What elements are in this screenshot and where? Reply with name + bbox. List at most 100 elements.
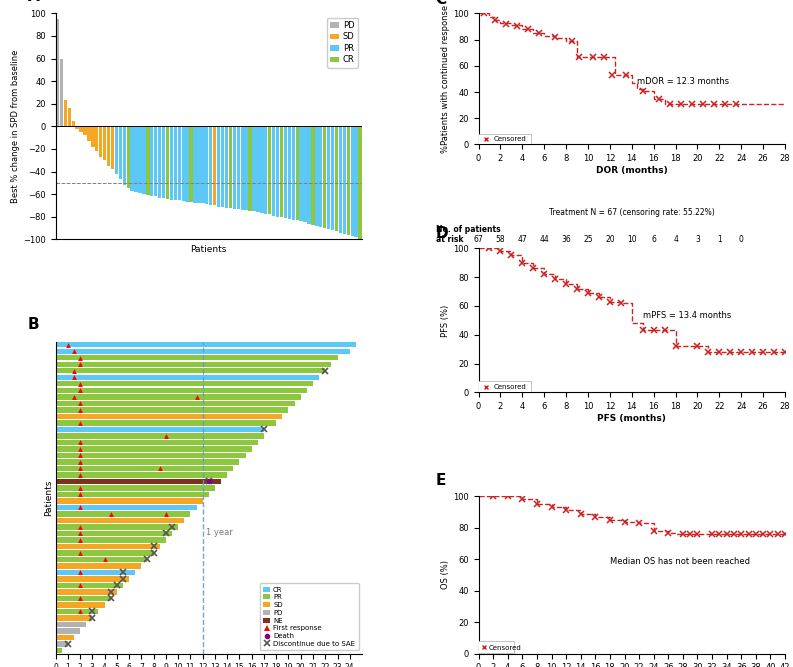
Bar: [224, 126, 228, 207]
Bar: [71, 121, 75, 126]
Bar: [56, 446, 251, 452]
Bar: [56, 511, 190, 516]
Text: 3: 3: [695, 235, 700, 244]
Bar: [56, 641, 67, 646]
Bar: [56, 433, 264, 438]
Bar: [217, 126, 220, 207]
FancyBboxPatch shape: [477, 381, 531, 392]
Text: D: D: [435, 226, 448, 241]
Bar: [264, 126, 267, 215]
Bar: [205, 126, 209, 204]
FancyBboxPatch shape: [477, 133, 531, 144]
Bar: [123, 126, 126, 185]
Text: 6: 6: [651, 235, 656, 244]
Bar: [276, 126, 279, 217]
Text: 44: 44: [539, 235, 549, 244]
Bar: [56, 342, 356, 348]
Text: B: B: [28, 317, 40, 332]
Legend: CR, PR, SD, PD, NE, First response, Death, Discontinue due to SAE: CR, PR, SD, PD, NE, First response, Deat…: [260, 583, 358, 650]
Bar: [240, 126, 244, 210]
Text: 36: 36: [561, 235, 571, 244]
Bar: [308, 126, 311, 223]
Text: 0: 0: [739, 235, 744, 244]
X-axis label: PFS (months): PFS (months): [597, 414, 666, 423]
Bar: [56, 537, 166, 542]
Bar: [284, 126, 287, 218]
Bar: [59, 59, 63, 126]
Bar: [304, 126, 307, 222]
Text: Median OS has not been reached: Median OS has not been reached: [610, 557, 750, 566]
Bar: [358, 126, 362, 239]
Bar: [300, 126, 303, 221]
Text: C: C: [435, 0, 446, 7]
Bar: [56, 596, 111, 601]
Bar: [56, 583, 123, 588]
Text: 25: 25: [583, 235, 593, 244]
Bar: [56, 505, 197, 510]
Bar: [162, 126, 165, 197]
Text: mDOR = 12.3 months: mDOR = 12.3 months: [638, 77, 730, 86]
Bar: [228, 126, 232, 207]
Bar: [56, 648, 62, 653]
Bar: [87, 126, 90, 141]
Bar: [56, 570, 136, 575]
Text: 10: 10: [627, 235, 637, 244]
Text: at risk: at risk: [435, 235, 463, 244]
Bar: [56, 589, 117, 594]
Bar: [83, 126, 86, 135]
Bar: [312, 126, 315, 225]
Bar: [115, 126, 118, 174]
Bar: [56, 466, 233, 471]
Bar: [288, 126, 291, 219]
Y-axis label: OS (%): OS (%): [441, 560, 450, 590]
Bar: [343, 126, 346, 233]
Bar: [131, 126, 134, 191]
Bar: [56, 635, 74, 640]
Bar: [56, 524, 178, 530]
Y-axis label: %Patients with continued response: %Patients with continued response: [441, 5, 450, 153]
Y-axis label: Patients: Patients: [44, 480, 52, 516]
Bar: [232, 126, 236, 209]
Bar: [56, 427, 264, 432]
Text: 67: 67: [473, 235, 484, 244]
Bar: [56, 453, 246, 458]
Bar: [154, 126, 157, 196]
Bar: [56, 485, 215, 490]
Text: 4: 4: [673, 235, 678, 244]
FancyBboxPatch shape: [478, 641, 514, 653]
Bar: [56, 615, 92, 620]
Bar: [280, 126, 283, 217]
Bar: [95, 126, 98, 151]
X-axis label: DOR (months): DOR (months): [596, 166, 668, 175]
Bar: [91, 126, 94, 147]
Bar: [339, 126, 342, 233]
Text: 47: 47: [518, 235, 527, 244]
Bar: [272, 126, 275, 215]
Bar: [75, 126, 79, 129]
Text: E: E: [435, 474, 446, 488]
Bar: [111, 126, 114, 169]
Bar: [268, 126, 271, 215]
Bar: [56, 602, 105, 608]
Bar: [209, 126, 213, 205]
Bar: [56, 544, 159, 549]
Bar: [56, 550, 154, 556]
Bar: [347, 126, 350, 235]
Bar: [331, 126, 334, 230]
Bar: [56, 368, 325, 374]
Bar: [327, 126, 331, 229]
Bar: [56, 609, 98, 614]
Bar: [67, 108, 71, 126]
Bar: [319, 126, 323, 227]
Bar: [323, 126, 327, 228]
Text: 20: 20: [605, 235, 615, 244]
Bar: [56, 19, 59, 126]
Bar: [119, 126, 122, 179]
Bar: [56, 518, 184, 523]
Bar: [56, 492, 209, 497]
Bar: [63, 100, 67, 126]
Bar: [79, 126, 82, 132]
Bar: [56, 628, 80, 634]
Bar: [150, 126, 154, 196]
Text: 58: 58: [496, 235, 505, 244]
